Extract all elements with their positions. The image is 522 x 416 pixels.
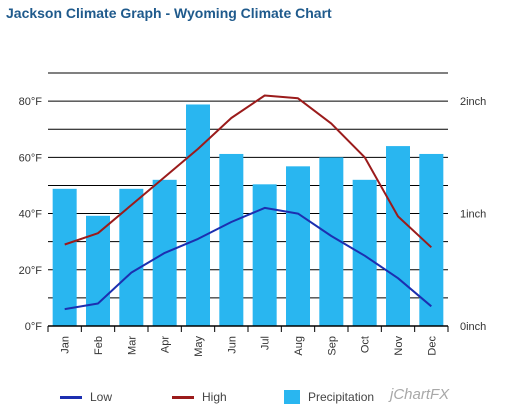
legend-swatch-precipitation [284,390,300,404]
x-tick-label: Jun [226,336,238,354]
bar-precipitation-jul [252,184,277,326]
series-line-high [64,94,432,249]
x-tick-label: Jul [260,336,272,350]
legend-swatch-high [172,395,194,399]
bar-precipitation-mar [119,188,144,326]
legend-swatch-low [60,395,82,399]
legend-item-low[interactable]: Low [60,388,112,406]
series-line-low [64,206,432,311]
y-left-tick-label: 20°F [19,265,43,277]
x-tick-label: Oct [360,336,372,353]
y-left-tick-label: 40°F [19,209,43,221]
y-right-tick-label: 1inch [460,209,486,221]
x-tick-label: May [193,336,205,357]
bar-precipitation-jan [52,188,77,326]
jchartfx-logo: jChartFX [390,386,450,403]
y-left-tick-label: 80°F [19,96,43,108]
legend-label-low: Low [90,390,113,404]
chart-title: Jackson Climate Graph - Wyoming Climate … [6,5,332,21]
x-tick-label: Nov [393,336,405,356]
bar-precipitation-nov [386,146,410,326]
x-tick-label: Jan [60,336,72,354]
y-right-tick-label: 2inch [460,96,486,108]
legend-label-high: High [202,390,227,404]
legend-label-precipitation: Precipitation [308,390,375,404]
y-left-tick-label: 60°F [19,152,43,164]
x-tick-label: Apr [160,336,172,353]
legend-item-precipitation[interactable]: Precipitation [284,388,374,406]
x-tick-label: Sep [326,336,338,356]
x-tick-label: Mar [126,336,138,355]
climate-chart: 0°F 20°F 40°F 60°F 80°F 0inch 1inch 2inch Jan Feb… [19,72,486,357]
x-tick-label: Feb [93,336,105,355]
bar-precipitation-aug [286,166,310,326]
legend-item-high[interactable]: High [172,388,227,406]
bar-precipitation-oct [352,179,377,326]
x-tick-label: Dec [426,336,438,356]
y-right-tick-label: 0inch [460,321,486,333]
y-left-tick-label: 0°F [25,321,43,333]
bar-precipitation-may [186,104,210,327]
x-tick-label: Aug [293,336,305,356]
bar-precipitation-jun [219,153,244,326]
